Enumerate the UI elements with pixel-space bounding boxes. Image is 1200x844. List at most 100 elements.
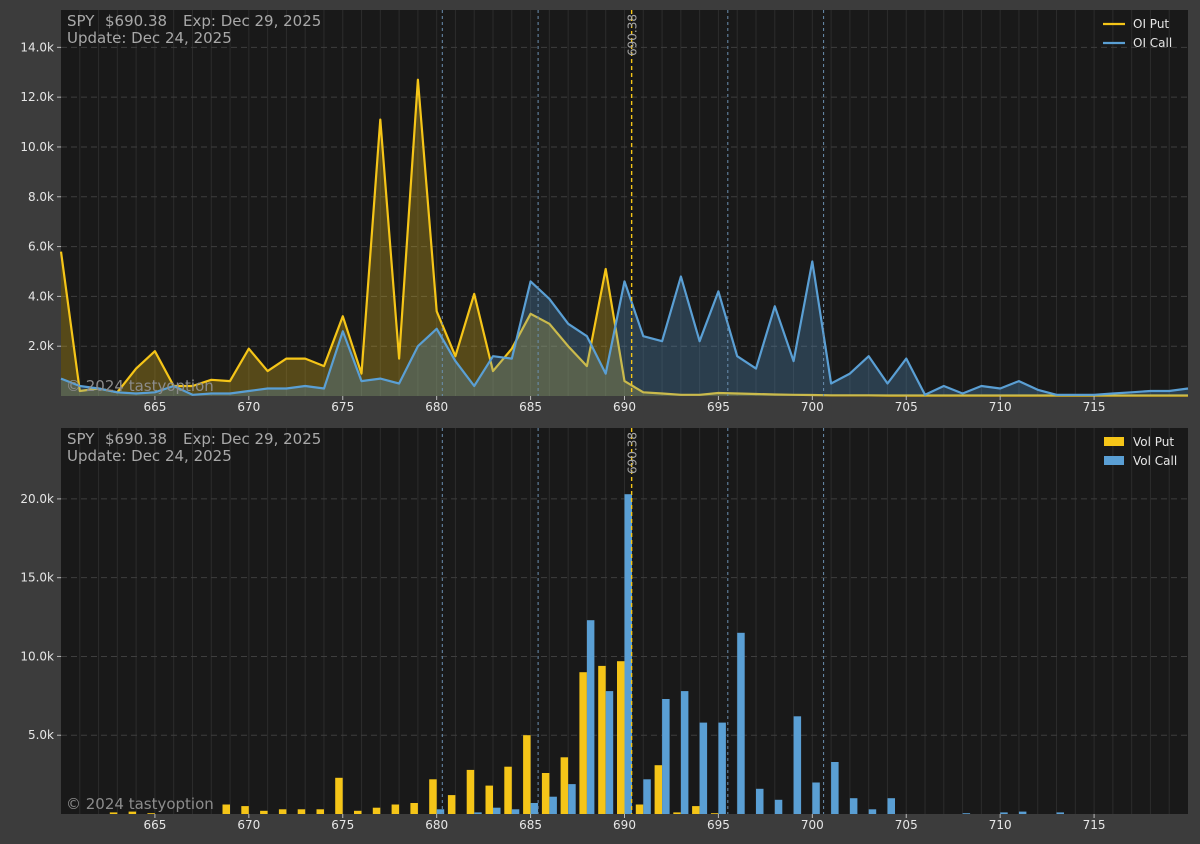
oi-call-line	[60, 260, 1189, 396]
vol-call-bar	[962, 813, 971, 814]
vol-put-bar	[128, 811, 137, 814]
x-tick-label: 675	[331, 818, 354, 832]
oi-put-line	[59, 78, 1188, 397]
vol-call-bar	[1056, 812, 1064, 814]
vol-call-bar	[530, 803, 539, 814]
x-tick-label: 670	[237, 818, 260, 832]
x-tick-label: 700	[801, 818, 824, 832]
vol-call-bar	[643, 779, 651, 814]
update-label: Update: Dec 24, 2025	[67, 447, 232, 465]
y-tick-label: 8.0k	[28, 190, 54, 204]
vol-put-bar	[297, 809, 306, 814]
y-tick-label: 5.0k	[28, 728, 54, 742]
vol-call-bar	[812, 782, 820, 814]
vol-call-bar	[774, 799, 783, 814]
x-tick-label: 705	[895, 400, 918, 414]
vol-put-bar	[147, 813, 155, 814]
update-label: Update: Dec 24, 2025	[67, 29, 232, 47]
y-tick-label: 12.0k	[20, 90, 54, 104]
oi-spot-price-label: 690.38	[625, 14, 639, 56]
vol-call-bar	[1018, 811, 1027, 814]
vol-put-bar	[710, 813, 719, 814]
x-tick-label: 705	[895, 818, 918, 832]
price-label: $690.38	[105, 12, 167, 30]
vol-call-bar	[849, 798, 858, 814]
vol-call-bar	[474, 812, 482, 814]
x-tick-label: 685	[519, 818, 542, 832]
vol-put-bar	[109, 812, 118, 814]
x-tick-label: 715	[1083, 818, 1106, 832]
x-tick-label: 690	[613, 818, 636, 832]
legend-swatch-vol-call	[1104, 456, 1124, 465]
vol-call-bar	[1000, 812, 1008, 814]
vol-put-bar	[335, 777, 343, 814]
price-label: $690.38	[105, 430, 167, 448]
legend-label-vol-call[interactable]: Vol Call	[1133, 454, 1177, 468]
oi-header: SPY $690.38 Exp: Dec 29, 2025 Update: De…	[67, 12, 321, 47]
oi-x-axis: 665 670 675 680 685 690 695 700 705 710 715	[143, 396, 1106, 414]
legend-label-oi-call[interactable]: OI Call	[1133, 36, 1172, 50]
volume-grid	[61, 428, 1188, 814]
x-tick-label: 710	[989, 400, 1012, 414]
y-tick-label: 20.0k	[20, 492, 54, 506]
vol-put-bar	[654, 765, 663, 814]
x-tick-label: 695	[707, 818, 730, 832]
vol-put-bar	[579, 672, 587, 814]
vol-call-bar	[756, 788, 764, 814]
volume-series	[109, 494, 1064, 814]
x-tick-label: 665	[143, 400, 166, 414]
symbol-label: SPY	[67, 430, 95, 448]
vol-put-bar	[617, 661, 625, 814]
vol-put-bar	[560, 757, 569, 814]
vol-put-bar	[485, 785, 493, 814]
vol-call-bar	[662, 699, 670, 814]
vol-put-bar	[278, 809, 287, 814]
oi-series	[59, 78, 1189, 397]
volume-spot-price-label: 690.38	[625, 432, 639, 474]
vol-call-bar	[737, 632, 745, 814]
x-tick-label: 670	[237, 400, 260, 414]
vol-put-bar	[410, 803, 418, 814]
vol-call-bar	[605, 691, 614, 814]
vol-put-bar	[241, 806, 249, 814]
volume-x-axis: 665 670 675 680 685 690 695 700 705 710 715	[143, 814, 1106, 832]
oi-y-axis: 2.0k 4.0k 6.0k 8.0k 10.0k 12.0k 14.0k	[20, 40, 61, 353]
vol-put-bar	[523, 735, 531, 814]
vol-put-bar	[447, 795, 456, 814]
oi-grid	[61, 10, 1188, 396]
volume-reference-lines	[441, 428, 825, 814]
vol-call-bar	[511, 809, 520, 814]
volume-header: SPY $690.38 Exp: Dec 29, 2025 Update: De…	[67, 430, 321, 465]
x-tick-label: 710	[989, 818, 1012, 832]
y-tick-label: 10.0k	[20, 649, 54, 663]
x-tick-label: 680	[425, 400, 448, 414]
vol-call-bar	[624, 494, 632, 814]
y-tick-label: 6.0k	[28, 240, 54, 254]
y-tick-label: 15.0k	[20, 571, 54, 585]
vol-put-bar	[504, 766, 512, 814]
legend-label-vol-put[interactable]: Vol Put	[1133, 435, 1174, 449]
symbol-label: SPY	[67, 12, 95, 30]
legend-label-oi-put[interactable]: OI Put	[1133, 17, 1169, 31]
vol-call-bar	[586, 620, 595, 814]
oi-reference-lines	[441, 10, 825, 396]
vol-put-bar	[635, 804, 644, 814]
vol-call-bar	[831, 762, 839, 814]
oi-legend[interactable]: OI Put OI Call	[1103, 17, 1172, 50]
watermark: © 2024 tastyoption	[66, 795, 214, 813]
vol-call-bar	[718, 722, 726, 814]
volume-legend[interactable]: Vol Put Vol Call	[1104, 435, 1177, 468]
x-tick-label: 690	[613, 400, 636, 414]
vol-call-bar	[568, 784, 576, 814]
volume-panel: 5.0k 10.0k 15.0k 20.0k 665 670 675 680 685 690 69…	[20, 428, 1188, 832]
vol-put-bar	[222, 804, 230, 814]
x-tick-label: 715	[1083, 400, 1106, 414]
vol-put-bar	[260, 810, 268, 814]
x-tick-label: 675	[331, 400, 354, 414]
vol-put-bar	[316, 809, 324, 814]
oi-panel: 2.0k 4.0k 6.0k 8.0k 10.0k 12.0k 14.0k 665 670 67…	[20, 10, 1189, 414]
vol-call-bar	[493, 807, 501, 814]
vol-call-bar	[793, 716, 802, 814]
